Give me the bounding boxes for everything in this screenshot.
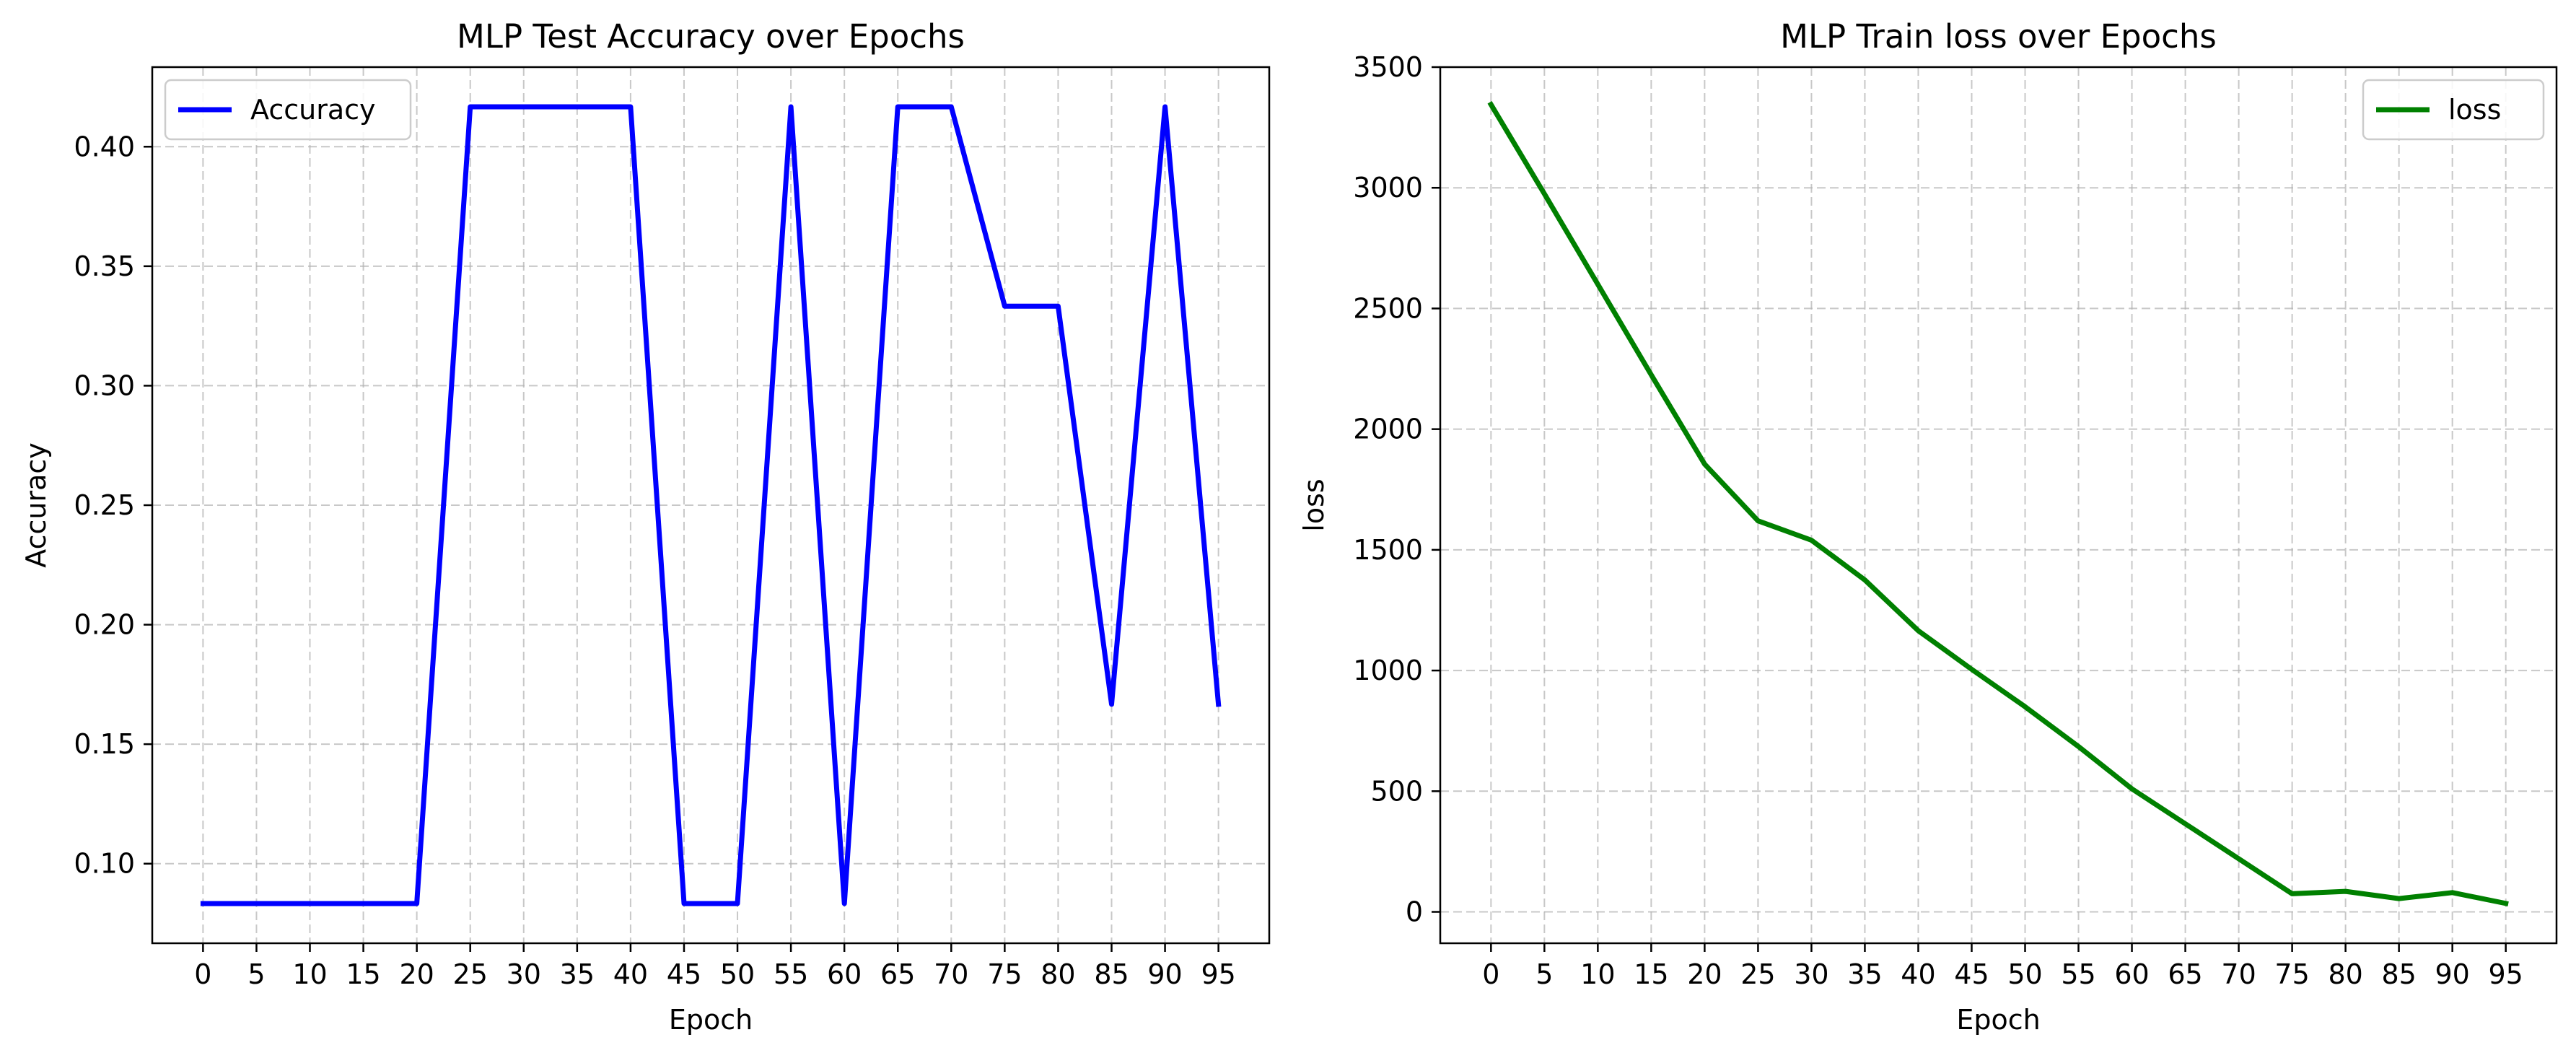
- axes-frame: [1439, 66, 2558, 945]
- x-tick-label: 60: [2114, 958, 2149, 990]
- x-tick-label: 30: [507, 958, 541, 990]
- x-tick-label: 40: [1901, 958, 1935, 990]
- plot-area: [1440, 67, 2557, 943]
- legend-label: loss: [2448, 94, 2501, 126]
- y-tick-label: 0.25: [74, 489, 135, 521]
- x-tick-label: 75: [987, 958, 1022, 990]
- y-tick-label: 1000: [1353, 655, 1423, 686]
- legend: loss: [2362, 79, 2545, 141]
- x-tick-label: 15: [346, 958, 380, 990]
- y-tick-label: 0.40: [74, 131, 135, 162]
- y-tick-label: 0.20: [74, 609, 135, 641]
- x-tick-label: 80: [2328, 958, 2362, 990]
- y-tick-label: 1500: [1353, 534, 1423, 566]
- x-tick-label: 25: [1740, 958, 1775, 990]
- x-tick-label: 90: [2435, 958, 2469, 990]
- x-tick-label: 75: [2274, 958, 2309, 990]
- legend-box: [164, 79, 412, 141]
- x-tick-label: 95: [1201, 958, 1235, 990]
- y-tick-label: 3500: [1353, 51, 1423, 83]
- x-tick-label: 65: [2168, 958, 2202, 990]
- y-tick-label: 0.15: [74, 728, 135, 760]
- x-tick-label: 85: [1094, 958, 1129, 990]
- x-tick-label: 80: [1041, 958, 1075, 990]
- y-axis-label: loss: [1298, 478, 1330, 531]
- y-tick-label: 3000: [1353, 172, 1423, 204]
- y-tick-label: 2500: [1353, 292, 1423, 324]
- x-tick-label: 85: [2381, 958, 2416, 990]
- x-axis-label: Epoch: [1956, 1004, 2040, 1036]
- legend-box: [2362, 79, 2545, 141]
- x-tick-label: 90: [1147, 958, 1182, 990]
- y-tick-label: 2000: [1353, 414, 1423, 445]
- y-axis-label: Accuracy: [20, 442, 52, 568]
- chart-accuracy: 0 5 10 15 20 25 30 35 40 45 50 55 60 65 70 75 80 85 90 95 0.…: [20, 17, 1271, 1036]
- x-tick-label: 25: [453, 958, 488, 990]
- y-tick-label: 0.10: [74, 848, 135, 880]
- y-tick-label: 500: [1370, 775, 1423, 807]
- x-tick-label: 95: [2489, 958, 2523, 990]
- y-tick-label: 0: [1406, 896, 1423, 928]
- x-tick-label: 60: [827, 958, 862, 990]
- series-line-accuracy: [200, 104, 1222, 906]
- x-tick-label: 50: [2007, 958, 2042, 990]
- x-tick-label: 55: [2061, 958, 2095, 990]
- x-tick-label: 45: [667, 958, 701, 990]
- x-tick-label: 65: [880, 958, 915, 990]
- x-tick-label: 10: [292, 958, 327, 990]
- x-tick-label: 20: [1687, 958, 1722, 990]
- x-tick-label: 35: [1847, 958, 1882, 990]
- x-tick-label: 0: [1482, 958, 1499, 990]
- x-tick-label: 35: [560, 958, 595, 990]
- chart-title: MLP Test Accuracy over Epochs: [457, 17, 965, 56]
- x-tick-label: 30: [1794, 958, 1828, 990]
- x-tick-label: 5: [1535, 958, 1553, 990]
- x-tick-label: 20: [399, 958, 434, 990]
- x-tick-label: 10: [1580, 958, 1615, 990]
- x-tick-label: 40: [613, 958, 648, 990]
- x-tick-label: 50: [720, 958, 755, 990]
- x-tick-label: 70: [2221, 958, 2256, 990]
- x-tick-label: 15: [1634, 958, 1668, 990]
- chart-loss: 0 5 10 15 20 25 30 35 40 45 50 55 60 65 70 75 80 85 90 95 0 5…: [1298, 17, 2558, 1036]
- x-tick-label: 70: [934, 958, 968, 990]
- x-tick-label: 45: [1954, 958, 1989, 990]
- x-tick-label: 55: [774, 958, 808, 990]
- legend-label: Accuracy: [250, 94, 376, 126]
- x-axis-label: Epoch: [669, 1004, 753, 1036]
- y-tick-label: 0.35: [74, 250, 135, 282]
- series-line-loss: [1487, 101, 2509, 906]
- chart-title: MLP Train loss over Epochs: [1780, 17, 2217, 56]
- x-tick-label: 0: [194, 958, 211, 990]
- y-tick-label: 0.30: [74, 370, 135, 401]
- legend: Accuracy: [164, 79, 412, 141]
- x-tick-label: 5: [247, 958, 265, 990]
